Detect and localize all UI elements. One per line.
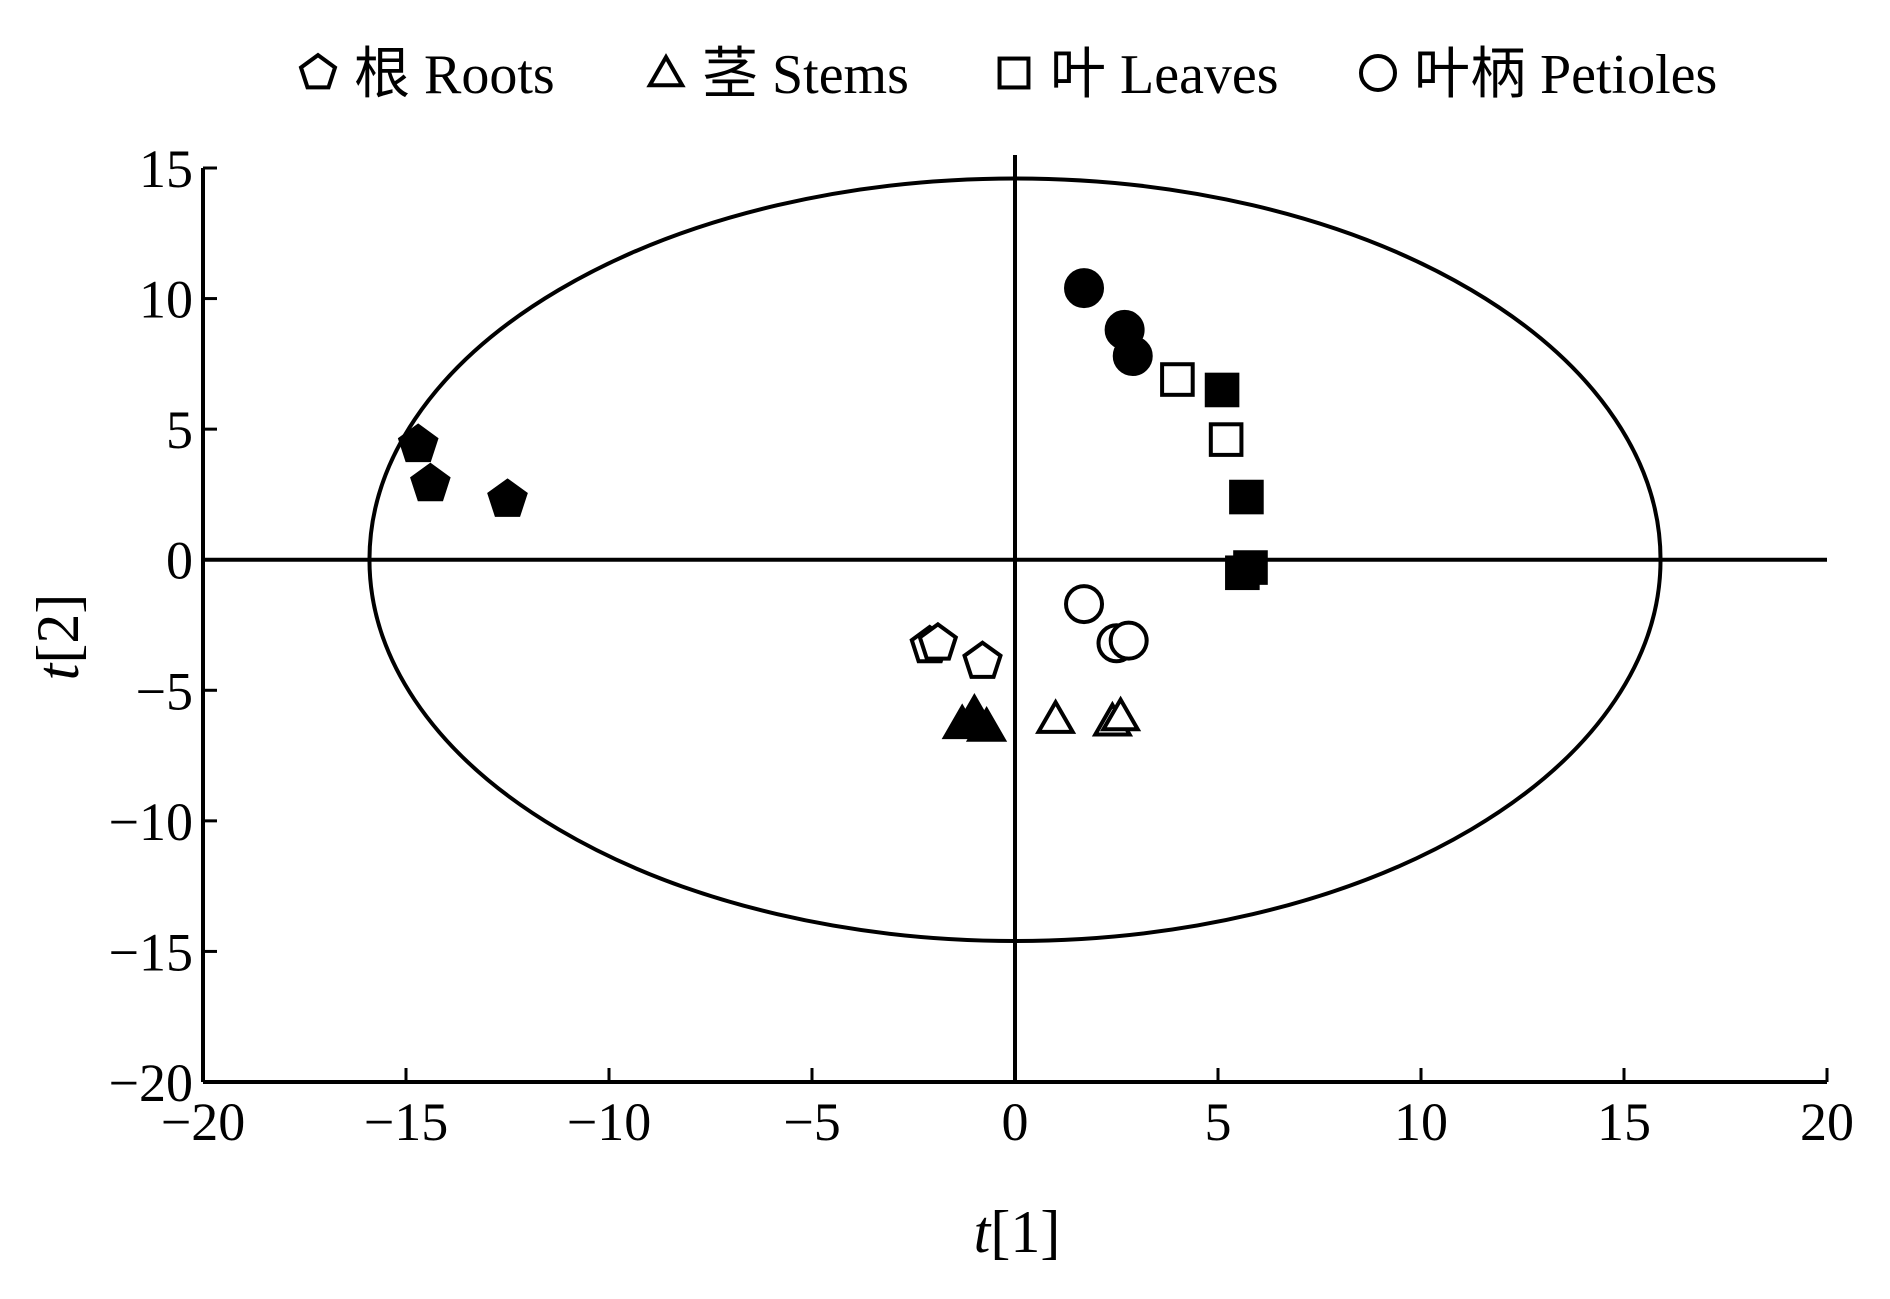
- x-axis-label: t[1]: [974, 1199, 1061, 1265]
- x-tick-label: 20: [1800, 1092, 1854, 1152]
- stems-open-triangle-point: [1035, 698, 1077, 734]
- petioles-filled-circle-point: [1112, 336, 1153, 377]
- x-tick-label: −15: [364, 1092, 448, 1152]
- legend-item: 根 Roots: [298, 44, 555, 106]
- roots-open-pentagon-point: [917, 621, 959, 661]
- legend-label: 叶柄 Petioles: [1414, 44, 1717, 106]
- stems-filled-triangle-point: [965, 706, 1008, 742]
- x-tick-label: 5: [1205, 1092, 1232, 1152]
- leaves-open-square-point: [1208, 422, 1244, 457]
- legend-item: 叶柄 Petioles: [1359, 44, 1717, 106]
- y-tick-label: −5: [136, 661, 193, 721]
- data-points: [397, 268, 1268, 742]
- stems-open-triangle-point: [1099, 695, 1142, 732]
- petioles-open-circle-point: [1108, 620, 1149, 661]
- y-tick-label: −20: [109, 1053, 193, 1113]
- y-tick-label: 10: [139, 270, 193, 330]
- y-tick-label: 0: [166, 531, 193, 591]
- legend-label: 叶 Leaves: [1050, 44, 1279, 106]
- legend-circle-icon: [1359, 54, 1397, 92]
- y-axis-label: t[2]: [25, 594, 91, 681]
- legend-pentagon-icon: [298, 52, 338, 90]
- legend-triangle-icon: [646, 53, 686, 88]
- leaves-filled-square-point: [1225, 555, 1260, 591]
- y-tick-label: 5: [166, 400, 193, 460]
- legend-square-icon: [997, 56, 1031, 90]
- leaves-open-square-point: [1160, 362, 1195, 397]
- legend-item: 茎 Stems: [646, 44, 909, 106]
- y-tick-label: −15: [109, 922, 193, 982]
- leaves-filled-square-point: [1229, 479, 1264, 515]
- roots-filled-pentagon-point: [487, 478, 528, 517]
- x-axis-label-rest: [1]: [990, 1199, 1060, 1265]
- roots-filled-pentagon-point: [397, 423, 439, 463]
- roots-filled-pentagon-point: [410, 462, 451, 502]
- y-tick-label: 15: [139, 139, 193, 199]
- petioles-filled-circle-point: [1064, 268, 1105, 309]
- x-tick-label: 15: [1597, 1092, 1651, 1152]
- petioles-open-circle-point: [1064, 584, 1105, 625]
- x-tick-label: −10: [567, 1092, 651, 1152]
- y-axis-label-italic: t: [25, 662, 91, 680]
- leaves-filled-square-point: [1204, 372, 1240, 408]
- legend: 根 Roots 茎 Stems 叶 Leaves 叶柄 Petioles: [298, 44, 1717, 106]
- legend-item: 叶 Leaves: [997, 44, 1279, 106]
- axis-labels: t[1] t[2]: [25, 594, 1060, 1265]
- legend-label: 茎 Stems: [702, 44, 909, 106]
- y-tick-label: −10: [109, 792, 193, 852]
- x-tick-label: 10: [1394, 1092, 1448, 1152]
- x-tick-label: 0: [1002, 1092, 1029, 1152]
- x-axis-label-italic: t: [974, 1199, 992, 1265]
- y-axis-label-rest: [2]: [25, 594, 91, 664]
- x-tick-label: −20: [161, 1092, 245, 1152]
- axes: −20 −15 −10 −5 0 5 10 15 20 15 10 5 0 −5 −10 −15 −20: [109, 139, 1854, 1152]
- roots-open-pentagon-point: [962, 640, 1003, 679]
- legend-label: 根 Roots: [354, 44, 555, 106]
- x-tick-label: −5: [783, 1092, 840, 1152]
